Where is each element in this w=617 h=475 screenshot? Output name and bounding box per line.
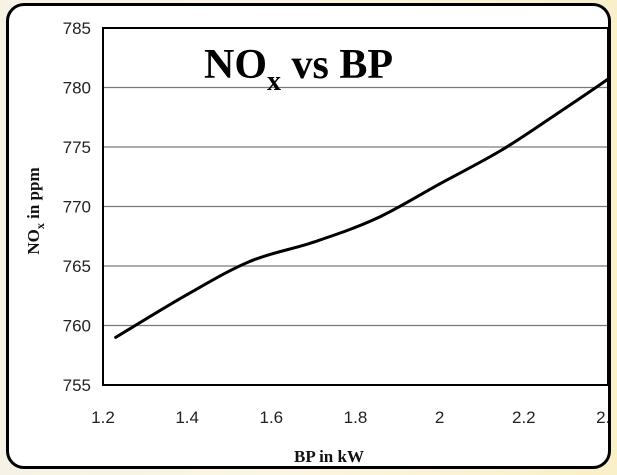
x-tick-label: 1.6 xyxy=(260,408,284,427)
chart-title-subscript: x xyxy=(267,66,281,97)
x-tick-label: 1.4 xyxy=(175,408,199,427)
series-line xyxy=(114,77,608,339)
x-axis-title: BP in kW xyxy=(294,447,364,466)
chart-frame: 755 760 765 770 775 780 785 1.2 1.4 1.6 1.8 2 2.2 2.… xyxy=(6,3,611,469)
y-axis-title-main: NO xyxy=(24,229,43,255)
x-tick-label: 2 xyxy=(435,408,444,427)
x-tick-labels: 1.2 1.4 1.6 1.8 2 2.2 2.4 xyxy=(91,408,611,427)
x-tick-label: 1.2 xyxy=(91,408,115,427)
chart-title-rest: vs BP xyxy=(281,42,393,88)
y-axis-title-rest: in ppm xyxy=(24,167,43,223)
y-tick-labels: 755 760 765 770 775 780 785 xyxy=(63,19,91,395)
data-point xyxy=(311,240,315,244)
data-point xyxy=(248,259,252,263)
data-point xyxy=(606,77,608,81)
data-point xyxy=(185,293,189,297)
y-tick-label: 780 xyxy=(63,79,91,98)
x-tick-label: 1.8 xyxy=(344,408,368,427)
plot-area xyxy=(102,27,608,386)
y-tick-label: 770 xyxy=(63,198,91,217)
y-tick-label: 765 xyxy=(63,257,91,276)
series-layer xyxy=(114,77,608,339)
chart-title: NOx vs BP xyxy=(204,42,393,97)
y-axis-title-subscript: x xyxy=(33,223,47,229)
y-tick-label: 785 xyxy=(63,19,91,38)
y-tick-label: 775 xyxy=(63,138,91,157)
y-tick-label: 755 xyxy=(63,376,91,395)
chart-title-main: NO xyxy=(204,42,267,88)
data-point xyxy=(114,335,118,339)
y-axis-title: NOx in ppm xyxy=(24,167,47,254)
data-point xyxy=(564,106,568,110)
data-point xyxy=(438,182,442,186)
data-point xyxy=(375,216,379,220)
x-tick-label: 2.4 xyxy=(596,408,611,427)
x-tick-label: 2.2 xyxy=(512,408,536,427)
line-chart: 755 760 765 770 775 780 785 1.2 1.4 1.6 1.8 2 2.2 2.… xyxy=(24,19,611,466)
data-point xyxy=(501,147,505,151)
y-tick-label: 760 xyxy=(63,317,91,336)
